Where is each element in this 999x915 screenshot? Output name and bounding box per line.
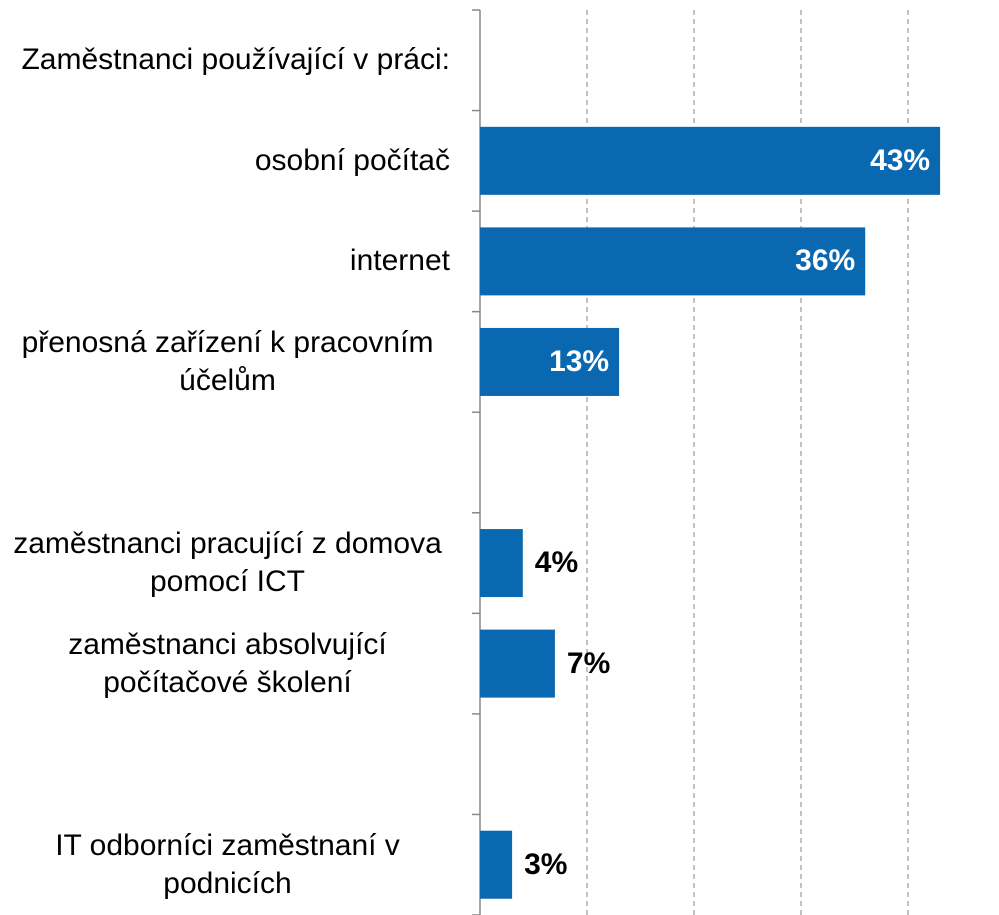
category-label: zaměstnanci absolvující počítačové škole…: [0, 613, 450, 714]
bar: [480, 629, 555, 698]
category-text: zaměstnanci absolvující počítačové škole…: [68, 627, 387, 699]
bar: [480, 830, 513, 899]
category-label: internet: [0, 211, 450, 312]
bar: [480, 327, 620, 396]
value-label: 43%: [870, 143, 931, 177]
value-label: 13%: [549, 344, 610, 378]
category-label: zaměstnanci pracující z domova pomocí IC…: [0, 513, 450, 614]
bar: [480, 126, 941, 195]
bar: [480, 529, 523, 598]
category-text: Zaměstnanci používající v práci:: [21, 43, 450, 77]
category-label: přenosná zařízení k pracovním účelům: [0, 312, 450, 413]
category-text: zaměstnanci pracující z domova pomocí IC…: [13, 527, 442, 599]
bar: [480, 227, 866, 296]
category-text: internet: [349, 244, 450, 278]
category-label: Zaměstnanci používající v práci:: [0, 10, 450, 111]
value-label: 4%: [534, 546, 579, 580]
category-label: IT odborníci zaměstnaní v podnicích: [0, 814, 450, 915]
value-label: 3%: [524, 847, 568, 881]
category-text: IT odborníci zaměstnaní v podnicích: [55, 828, 400, 900]
value-label: 7%: [566, 646, 611, 680]
category-text: osobní počítač: [254, 143, 450, 177]
value-label: 36%: [795, 244, 856, 278]
category-label: osobní počítač: [0, 111, 450, 212]
category-text: přenosná zařízení k pracovním účelům: [21, 325, 434, 397]
